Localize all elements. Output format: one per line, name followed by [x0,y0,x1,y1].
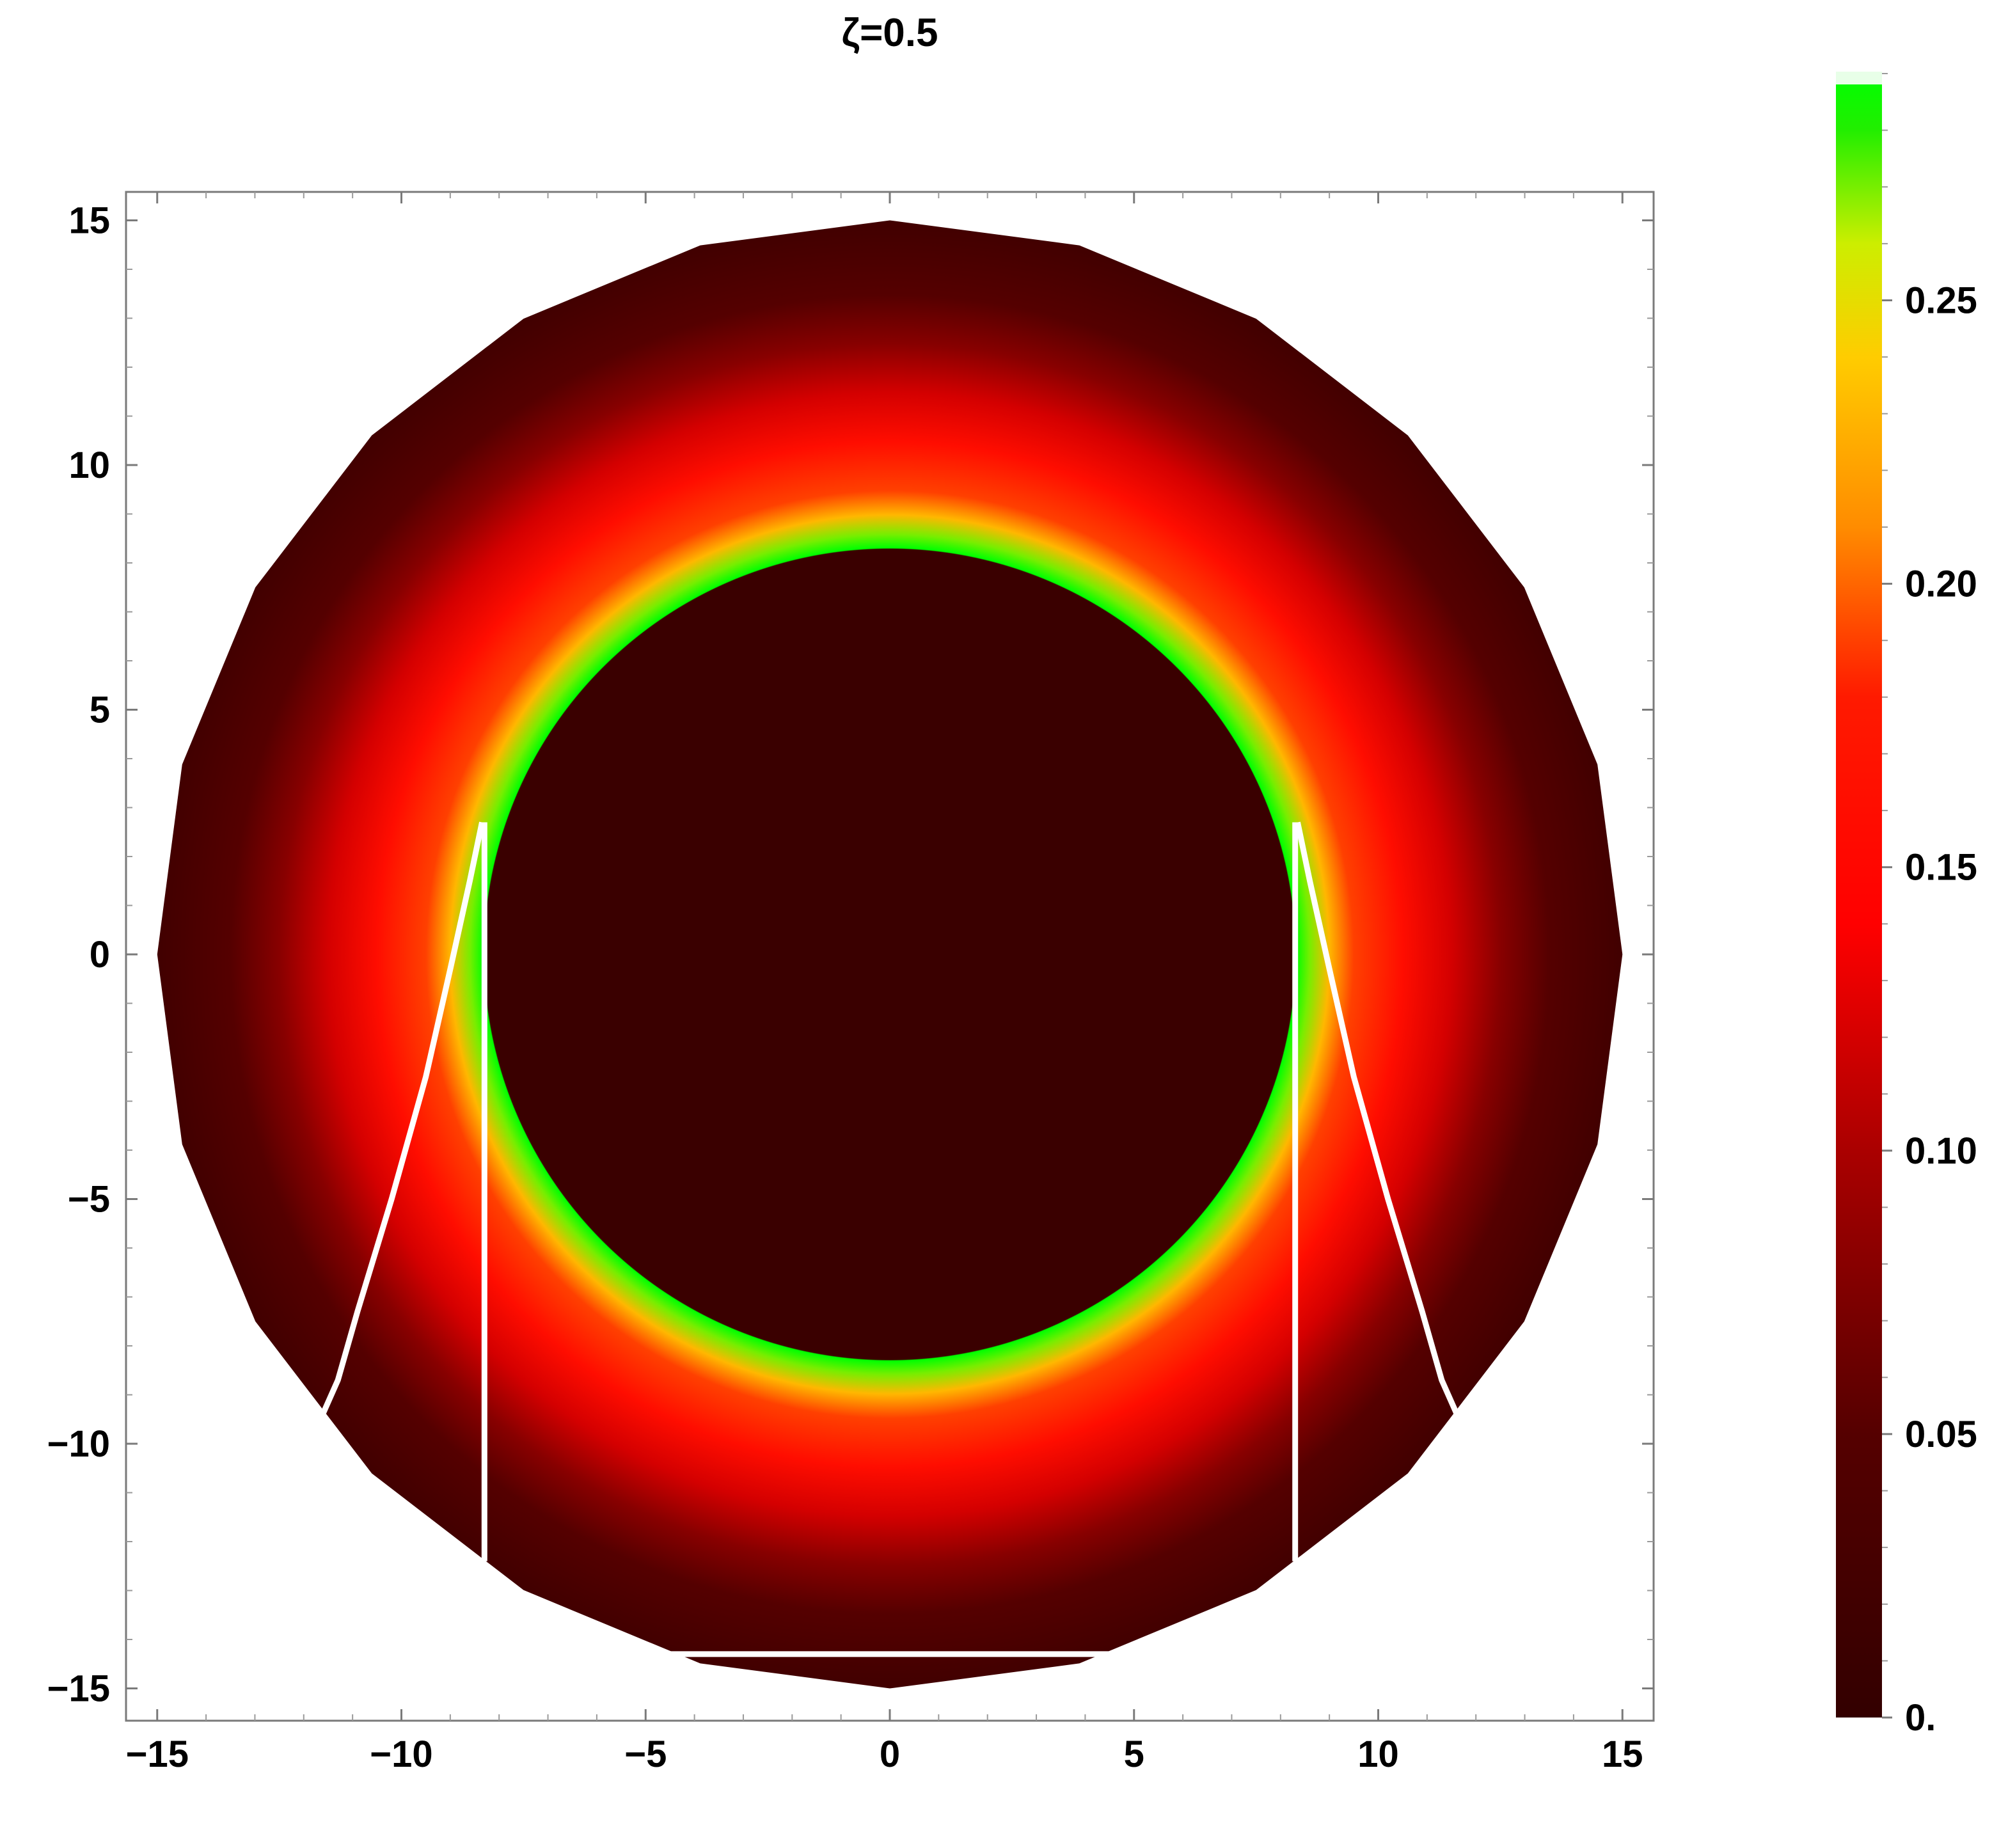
colorbar: 0. 0.05 0.10 0.15 0.20 0.25 [1836,72,1977,1739]
x-tick-label: −5 [624,1733,667,1775]
y-tick-label: 15 [68,200,110,242]
plot-area: −15 −10 −5 0 5 10 15 15 10 5 0 −5 −10 −15 [47,191,1655,1775]
x-tick-label: 10 [1357,1733,1399,1775]
y-tick-label: −10 [47,1423,110,1465]
chart-title: ζ=0.5 [842,11,938,55]
colorbar-top-cap [1836,72,1882,84]
x-tick-label: −10 [370,1733,432,1775]
shadow-disk [484,549,1295,1360]
y-tick-label: −5 [68,1179,110,1220]
x-tick-labels: −15 −10 −5 0 5 10 15 [126,1733,1643,1775]
colorbar-tick-label: 0.10 [1905,1130,1977,1172]
x-tick-label: −15 [126,1733,189,1775]
left-curve-line [315,821,485,1426]
x-tick-label: 5 [1124,1733,1144,1775]
colorbar-tick-label: 0.20 [1905,564,1977,605]
y-tick-label: −15 [47,1668,110,1710]
y-tick-label: 5 [90,690,110,731]
right-curve-line [1295,821,1464,1426]
y-tick-label: 10 [68,445,110,486]
colorbar-gradient [1836,74,1882,1718]
colorbar-tick-label: 0.05 [1905,1414,1977,1455]
heatmap-layer [157,220,1623,1689]
y-tick-label: 0 [90,934,110,975]
axis-ticks [126,192,1654,1721]
x-tick-label: 0 [880,1733,900,1775]
colorbar-tick-label: 0. [1905,1697,1936,1739]
x-tick-label: 15 [1602,1733,1643,1775]
colorbar-tick-labels: 0. 0.05 0.10 0.15 0.20 0.25 [1905,280,1977,1739]
y-tick-labels: 15 10 5 0 −5 −10 −15 [47,200,110,1710]
overlay-lines [315,821,1464,1657]
colorbar-tick-label: 0.15 [1905,847,1977,888]
colorbar-ticks [1882,73,1892,1719]
colorbar-tick-label: 0.25 [1905,280,1977,322]
